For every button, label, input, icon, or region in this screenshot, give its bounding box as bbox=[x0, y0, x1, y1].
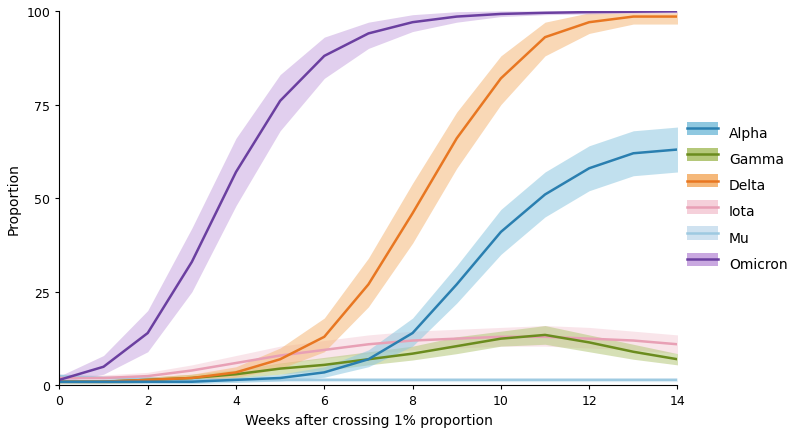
Y-axis label: Proportion: Proportion bbox=[7, 163, 21, 235]
X-axis label: Weeks after crossing 1% proportion: Weeks after crossing 1% proportion bbox=[245, 413, 492, 427]
Legend: Alpha, Gamma, Delta, Iota, Mu, Omicron: Alpha, Gamma, Delta, Iota, Mu, Omicron bbox=[682, 121, 793, 277]
